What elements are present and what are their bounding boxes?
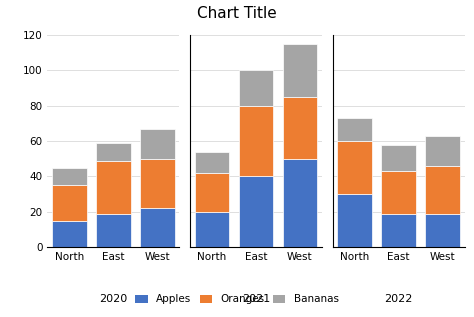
Bar <box>52 168 87 185</box>
Text: Chart Title: Chart Title <box>197 6 277 21</box>
Bar <box>96 160 131 214</box>
Bar <box>239 106 273 177</box>
Bar <box>96 214 131 247</box>
Bar <box>239 70 273 106</box>
Bar <box>337 141 372 194</box>
Bar <box>425 166 460 214</box>
Bar <box>425 136 460 166</box>
Text: 2020: 2020 <box>99 294 128 304</box>
Bar <box>425 214 460 247</box>
Bar <box>381 171 416 214</box>
Bar <box>140 129 174 159</box>
Bar <box>140 159 174 208</box>
Bar <box>195 173 229 212</box>
Bar <box>52 185 87 221</box>
Bar <box>381 214 416 247</box>
Bar <box>381 145 416 171</box>
Bar <box>337 194 372 247</box>
Bar <box>283 97 317 159</box>
Legend: Apples, Oranges, Bananas: Apples, Oranges, Bananas <box>131 290 343 309</box>
Bar <box>283 44 317 97</box>
Bar <box>96 143 131 160</box>
Bar <box>52 221 87 247</box>
Text: 2022: 2022 <box>384 294 413 304</box>
Bar <box>195 212 229 247</box>
Bar <box>283 159 317 247</box>
Text: 2021: 2021 <box>242 294 270 304</box>
Bar <box>140 208 174 247</box>
Bar <box>195 152 229 173</box>
Bar <box>239 177 273 247</box>
Bar <box>337 118 372 141</box>
